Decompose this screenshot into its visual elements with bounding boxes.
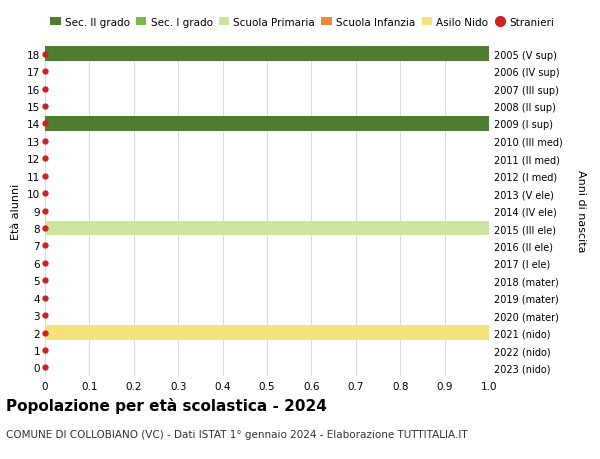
Y-axis label: Anni di nascita: Anni di nascita [577, 170, 587, 252]
Text: COMUNE DI COLLOBIANO (VC) - Dati ISTAT 1° gennaio 2024 - Elaborazione TUTTITALIA: COMUNE DI COLLOBIANO (VC) - Dati ISTAT 1… [6, 429, 467, 439]
Y-axis label: Età alunni: Età alunni [11, 183, 22, 239]
Text: Popolazione per età scolastica - 2024: Popolazione per età scolastica - 2024 [6, 397, 327, 413]
Bar [45, 221, 489, 236]
Bar [45, 47, 489, 62]
Bar [45, 325, 489, 340]
Legend: Sec. II grado, Sec. I grado, Scuola Primaria, Scuola Infanzia, Asilo Nido, Stran: Sec. II grado, Sec. I grado, Scuola Prim… [50, 17, 554, 28]
Bar [45, 117, 489, 132]
